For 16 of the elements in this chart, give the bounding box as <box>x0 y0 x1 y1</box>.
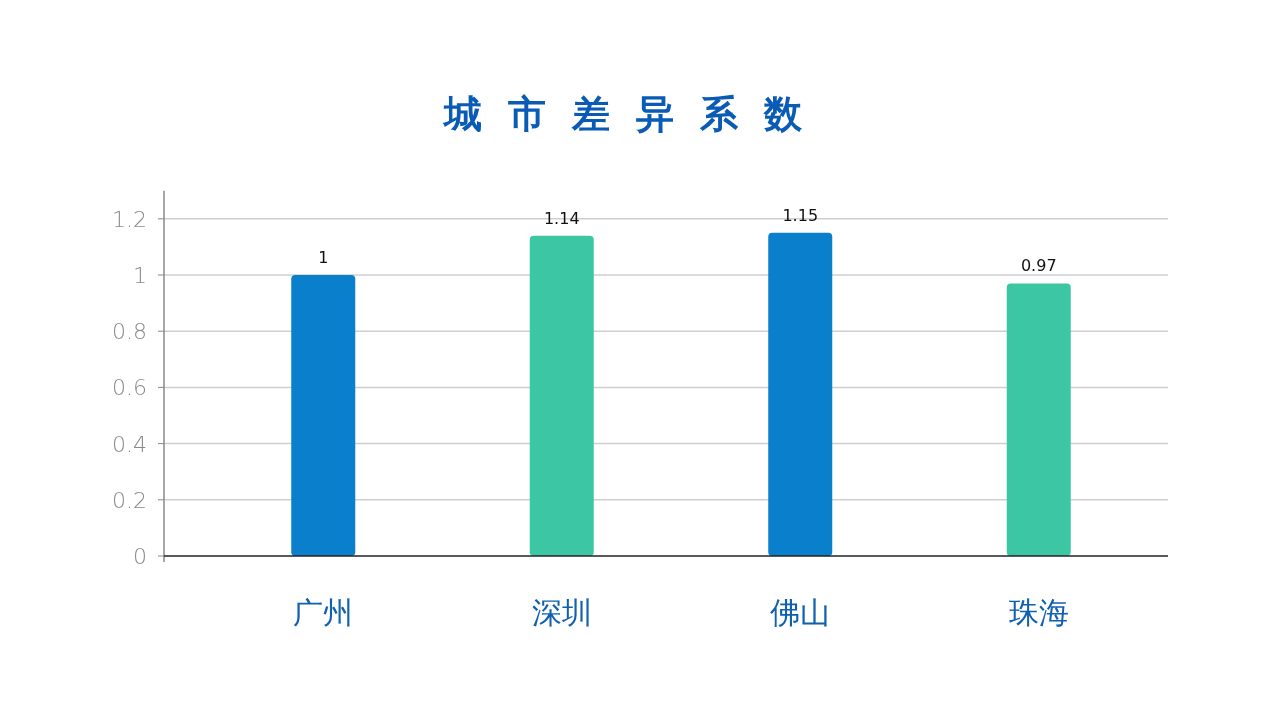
chart-title: 城市差异系数 <box>442 92 828 136</box>
data-label: 1.14 <box>543 208 580 228</box>
x-tick-label: 广州 <box>293 595 354 630</box>
data-label: 0.97 <box>1020 256 1057 276</box>
y-tick-label: 0.6 <box>112 375 147 401</box>
y-tick-label: 0.4 <box>112 431 147 457</box>
y-tick-label: 1 <box>133 263 147 288</box>
y-tick-label: 1.2 <box>112 206 147 232</box>
x-tick-label: 深圳 <box>531 595 592 630</box>
x-tick-label: 珠海 <box>1008 595 1069 630</box>
y-tick-label: 0.8 <box>112 319 147 345</box>
y-tick-label: 0.2 <box>112 487 147 513</box>
y-tick-label: 0 <box>133 544 147 569</box>
data-label: 1.15 <box>782 205 819 225</box>
x-tick-label: 佛山 <box>770 595 831 630</box>
data-label: 1 <box>318 248 329 267</box>
